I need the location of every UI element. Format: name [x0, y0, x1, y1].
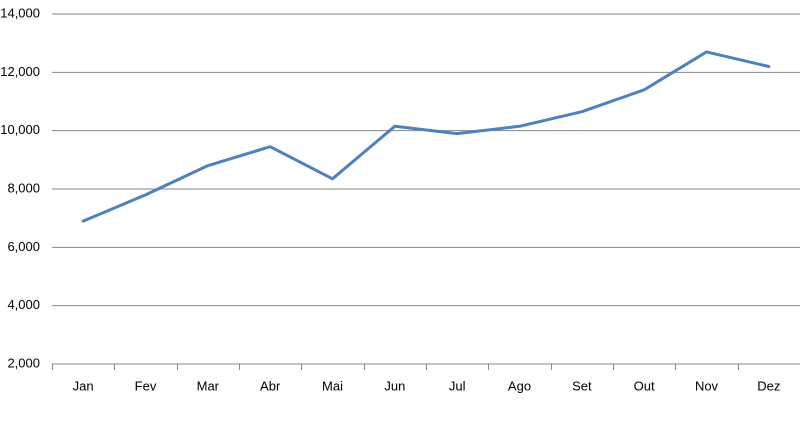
- x-tick-label: Jun: [384, 378, 405, 393]
- x-tick-label: Set: [572, 378, 592, 393]
- y-tick-label: 14,000: [0, 5, 40, 20]
- x-tick-label: Mai: [322, 378, 343, 393]
- x-tick-label: Ago: [508, 378, 531, 393]
- x-tick-label: Out: [634, 378, 655, 393]
- y-tick-label: 10,000: [0, 122, 40, 137]
- y-tick-label: 4,000: [7, 297, 40, 312]
- y-tick-label: 12,000: [0, 64, 40, 79]
- x-tick-label: Fev: [135, 378, 157, 393]
- x-tick-label: Dez: [757, 378, 780, 393]
- data-line: [81, 50, 771, 223]
- y-tick-label: 8,000: [7, 180, 40, 195]
- y-tick-label: 2,000: [7, 355, 40, 370]
- x-tick-label: Abr: [260, 378, 281, 393]
- x-tick-label: Mar: [197, 378, 220, 393]
- x-tick-label: Jul: [449, 378, 466, 393]
- x-tick-label: Nov: [695, 378, 719, 393]
- x-tick-label: Jan: [73, 378, 94, 393]
- y-tick-label: 6,000: [7, 239, 40, 254]
